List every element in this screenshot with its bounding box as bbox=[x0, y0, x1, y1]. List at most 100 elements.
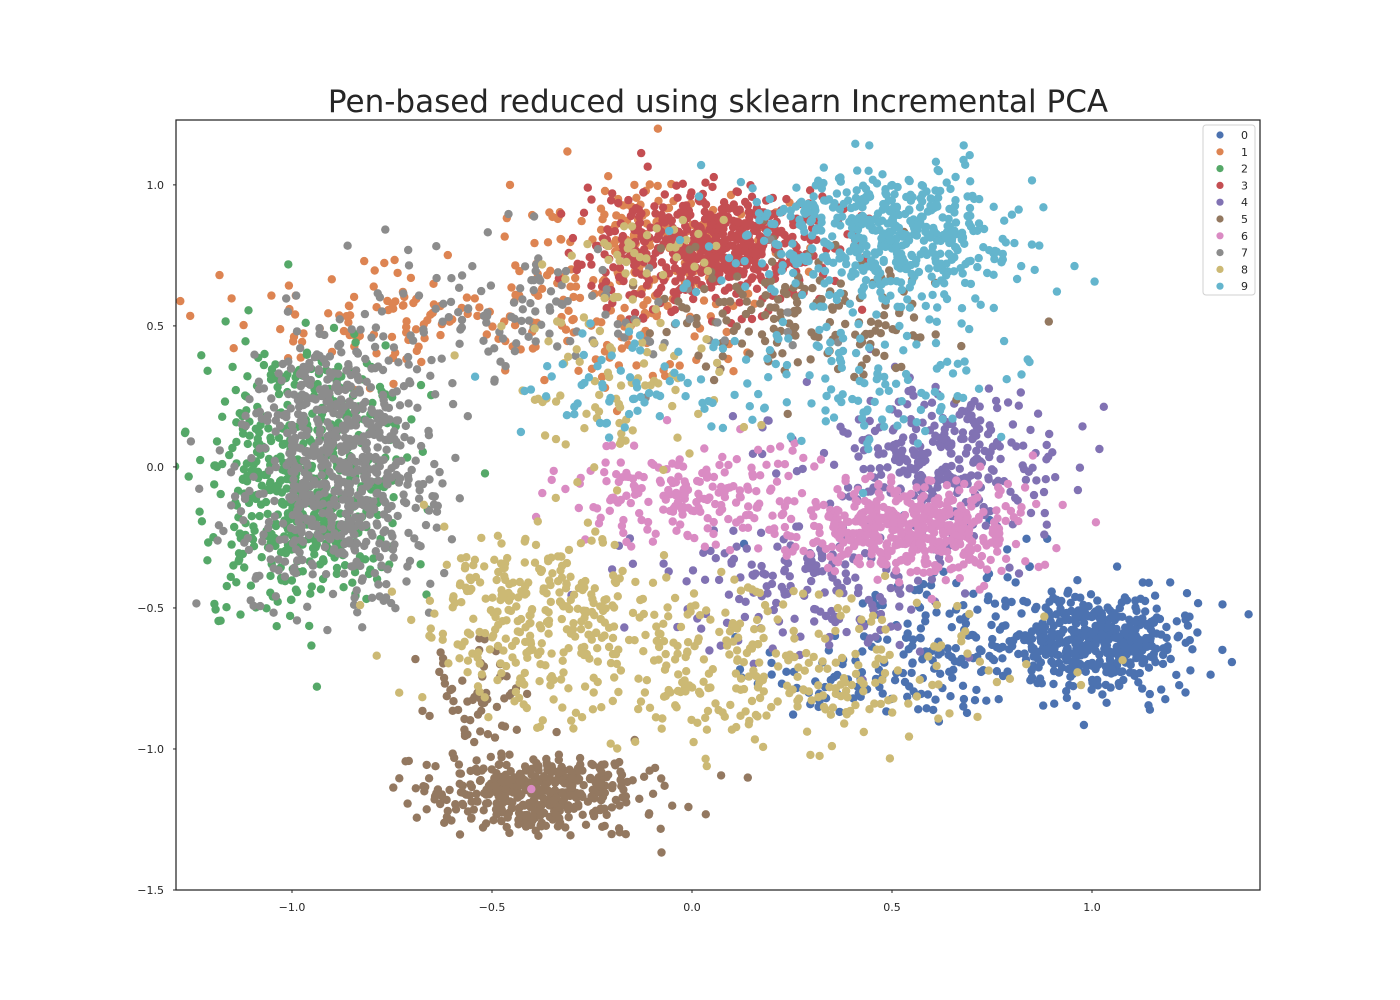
point-digit-7 bbox=[302, 378, 312, 388]
point-digit-6 bbox=[775, 442, 785, 451]
point-digit-6 bbox=[977, 551, 987, 561]
point-digit-8 bbox=[493, 531, 503, 540]
point-digit-7 bbox=[311, 448, 320, 457]
point-digit-6 bbox=[861, 522, 870, 532]
point-digit-7 bbox=[552, 297, 561, 306]
point-digit-8 bbox=[598, 538, 608, 547]
point-digit-0 bbox=[1158, 650, 1168, 660]
point-digit-7 bbox=[413, 403, 422, 412]
point-digit-4 bbox=[991, 396, 1001, 406]
point-digit-6 bbox=[873, 575, 882, 584]
point-digit-0 bbox=[1007, 597, 1016, 607]
point-digit-7 bbox=[430, 459, 439, 469]
point-digit-5 bbox=[874, 319, 883, 328]
point-digit-7 bbox=[392, 471, 402, 480]
point-digit-3 bbox=[614, 198, 623, 208]
point-digit-2 bbox=[196, 455, 205, 465]
point-digit-4 bbox=[1099, 402, 1109, 411]
point-digit-0 bbox=[767, 670, 776, 679]
point-digit-3 bbox=[573, 259, 582, 268]
point-digit-0 bbox=[976, 667, 986, 677]
point-digit-7 bbox=[250, 350, 259, 359]
point-digit-2 bbox=[480, 469, 490, 478]
point-digit-3 bbox=[733, 187, 742, 197]
point-digit-4 bbox=[772, 469, 781, 478]
point-digit-2 bbox=[229, 561, 238, 570]
point-digit-7 bbox=[447, 535, 457, 544]
point-digit-6 bbox=[762, 460, 771, 469]
point-digit-7 bbox=[328, 589, 338, 599]
point-digit-0 bbox=[1182, 589, 1192, 598]
point-digit-2 bbox=[247, 512, 256, 521]
point-digit-7 bbox=[373, 488, 382, 498]
point-digit-1 bbox=[563, 147, 572, 156]
point-digit-7 bbox=[406, 379, 415, 388]
point-digit-2 bbox=[266, 375, 276, 384]
point-digit-0 bbox=[1036, 658, 1046, 667]
point-digit-1 bbox=[389, 379, 398, 389]
point-digit-4 bbox=[1051, 473, 1060, 482]
point-digit-6 bbox=[651, 529, 660, 538]
point-digit-0 bbox=[946, 692, 955, 701]
point-digit-2 bbox=[228, 443, 237, 453]
point-digit-1 bbox=[327, 275, 336, 284]
point-digit-2 bbox=[351, 338, 360, 347]
point-digit-6 bbox=[974, 480, 983, 489]
point-digit-7 bbox=[396, 441, 405, 450]
point-digit-3 bbox=[747, 314, 757, 324]
point-digit-5 bbox=[607, 803, 617, 812]
point-digit-3 bbox=[617, 234, 627, 244]
point-digit-3 bbox=[729, 200, 738, 209]
point-digit-0 bbox=[969, 589, 978, 598]
point-digit-6 bbox=[841, 473, 850, 483]
point-digit-2 bbox=[244, 306, 253, 315]
point-digit-4 bbox=[960, 589, 970, 598]
point-digit-6 bbox=[1016, 508, 1025, 517]
point-digit-5 bbox=[425, 711, 434, 721]
point-digit-6 bbox=[876, 548, 885, 558]
point-digit-6 bbox=[635, 509, 644, 518]
point-digit-0 bbox=[960, 660, 969, 669]
point-digit-5 bbox=[808, 283, 817, 293]
point-digit-1 bbox=[297, 337, 307, 347]
point-digit-5 bbox=[716, 771, 726, 780]
point-digit-3 bbox=[606, 196, 616, 205]
point-digit-5 bbox=[622, 798, 631, 807]
point-digit-0 bbox=[782, 667, 791, 676]
point-digit-3 bbox=[857, 305, 867, 314]
point-digit-8 bbox=[497, 590, 506, 600]
point-digit-1 bbox=[537, 284, 547, 293]
point-digit-6 bbox=[617, 521, 627, 531]
point-digit-7 bbox=[518, 327, 527, 336]
point-digit-6 bbox=[639, 472, 648, 482]
point-digit-7 bbox=[301, 392, 310, 401]
point-digit-5 bbox=[909, 313, 919, 322]
point-digit-7 bbox=[438, 317, 447, 326]
point-digit-7 bbox=[400, 432, 409, 442]
point-digit-7 bbox=[553, 342, 562, 351]
point-digit-8 bbox=[497, 539, 506, 548]
point-digit-0 bbox=[971, 633, 981, 642]
point-digit-4 bbox=[842, 627, 851, 637]
point-digit-0 bbox=[1227, 657, 1237, 667]
point-digit-6 bbox=[626, 498, 635, 508]
point-digit-0 bbox=[908, 658, 917, 667]
point-digit-4 bbox=[866, 464, 875, 473]
point-digit-6 bbox=[648, 537, 658, 546]
point-digit-7 bbox=[352, 586, 361, 595]
point-digit-6 bbox=[921, 560, 930, 569]
point-digit-8 bbox=[510, 697, 519, 706]
point-digit-7 bbox=[332, 433, 342, 442]
point-digit-0 bbox=[767, 658, 776, 668]
point-digit-2 bbox=[184, 472, 193, 481]
point-digit-0 bbox=[1098, 690, 1107, 699]
point-digit-2 bbox=[236, 610, 245, 619]
point-digit-4 bbox=[896, 589, 905, 598]
point-digit-2 bbox=[369, 554, 378, 563]
point-digit-0 bbox=[1050, 699, 1059, 708]
point-digit-6 bbox=[952, 476, 961, 485]
point-digit-0 bbox=[1185, 612, 1194, 621]
point-digit-8 bbox=[559, 668, 568, 677]
point-digit-7 bbox=[323, 625, 332, 635]
point-digit-8 bbox=[469, 561, 478, 570]
